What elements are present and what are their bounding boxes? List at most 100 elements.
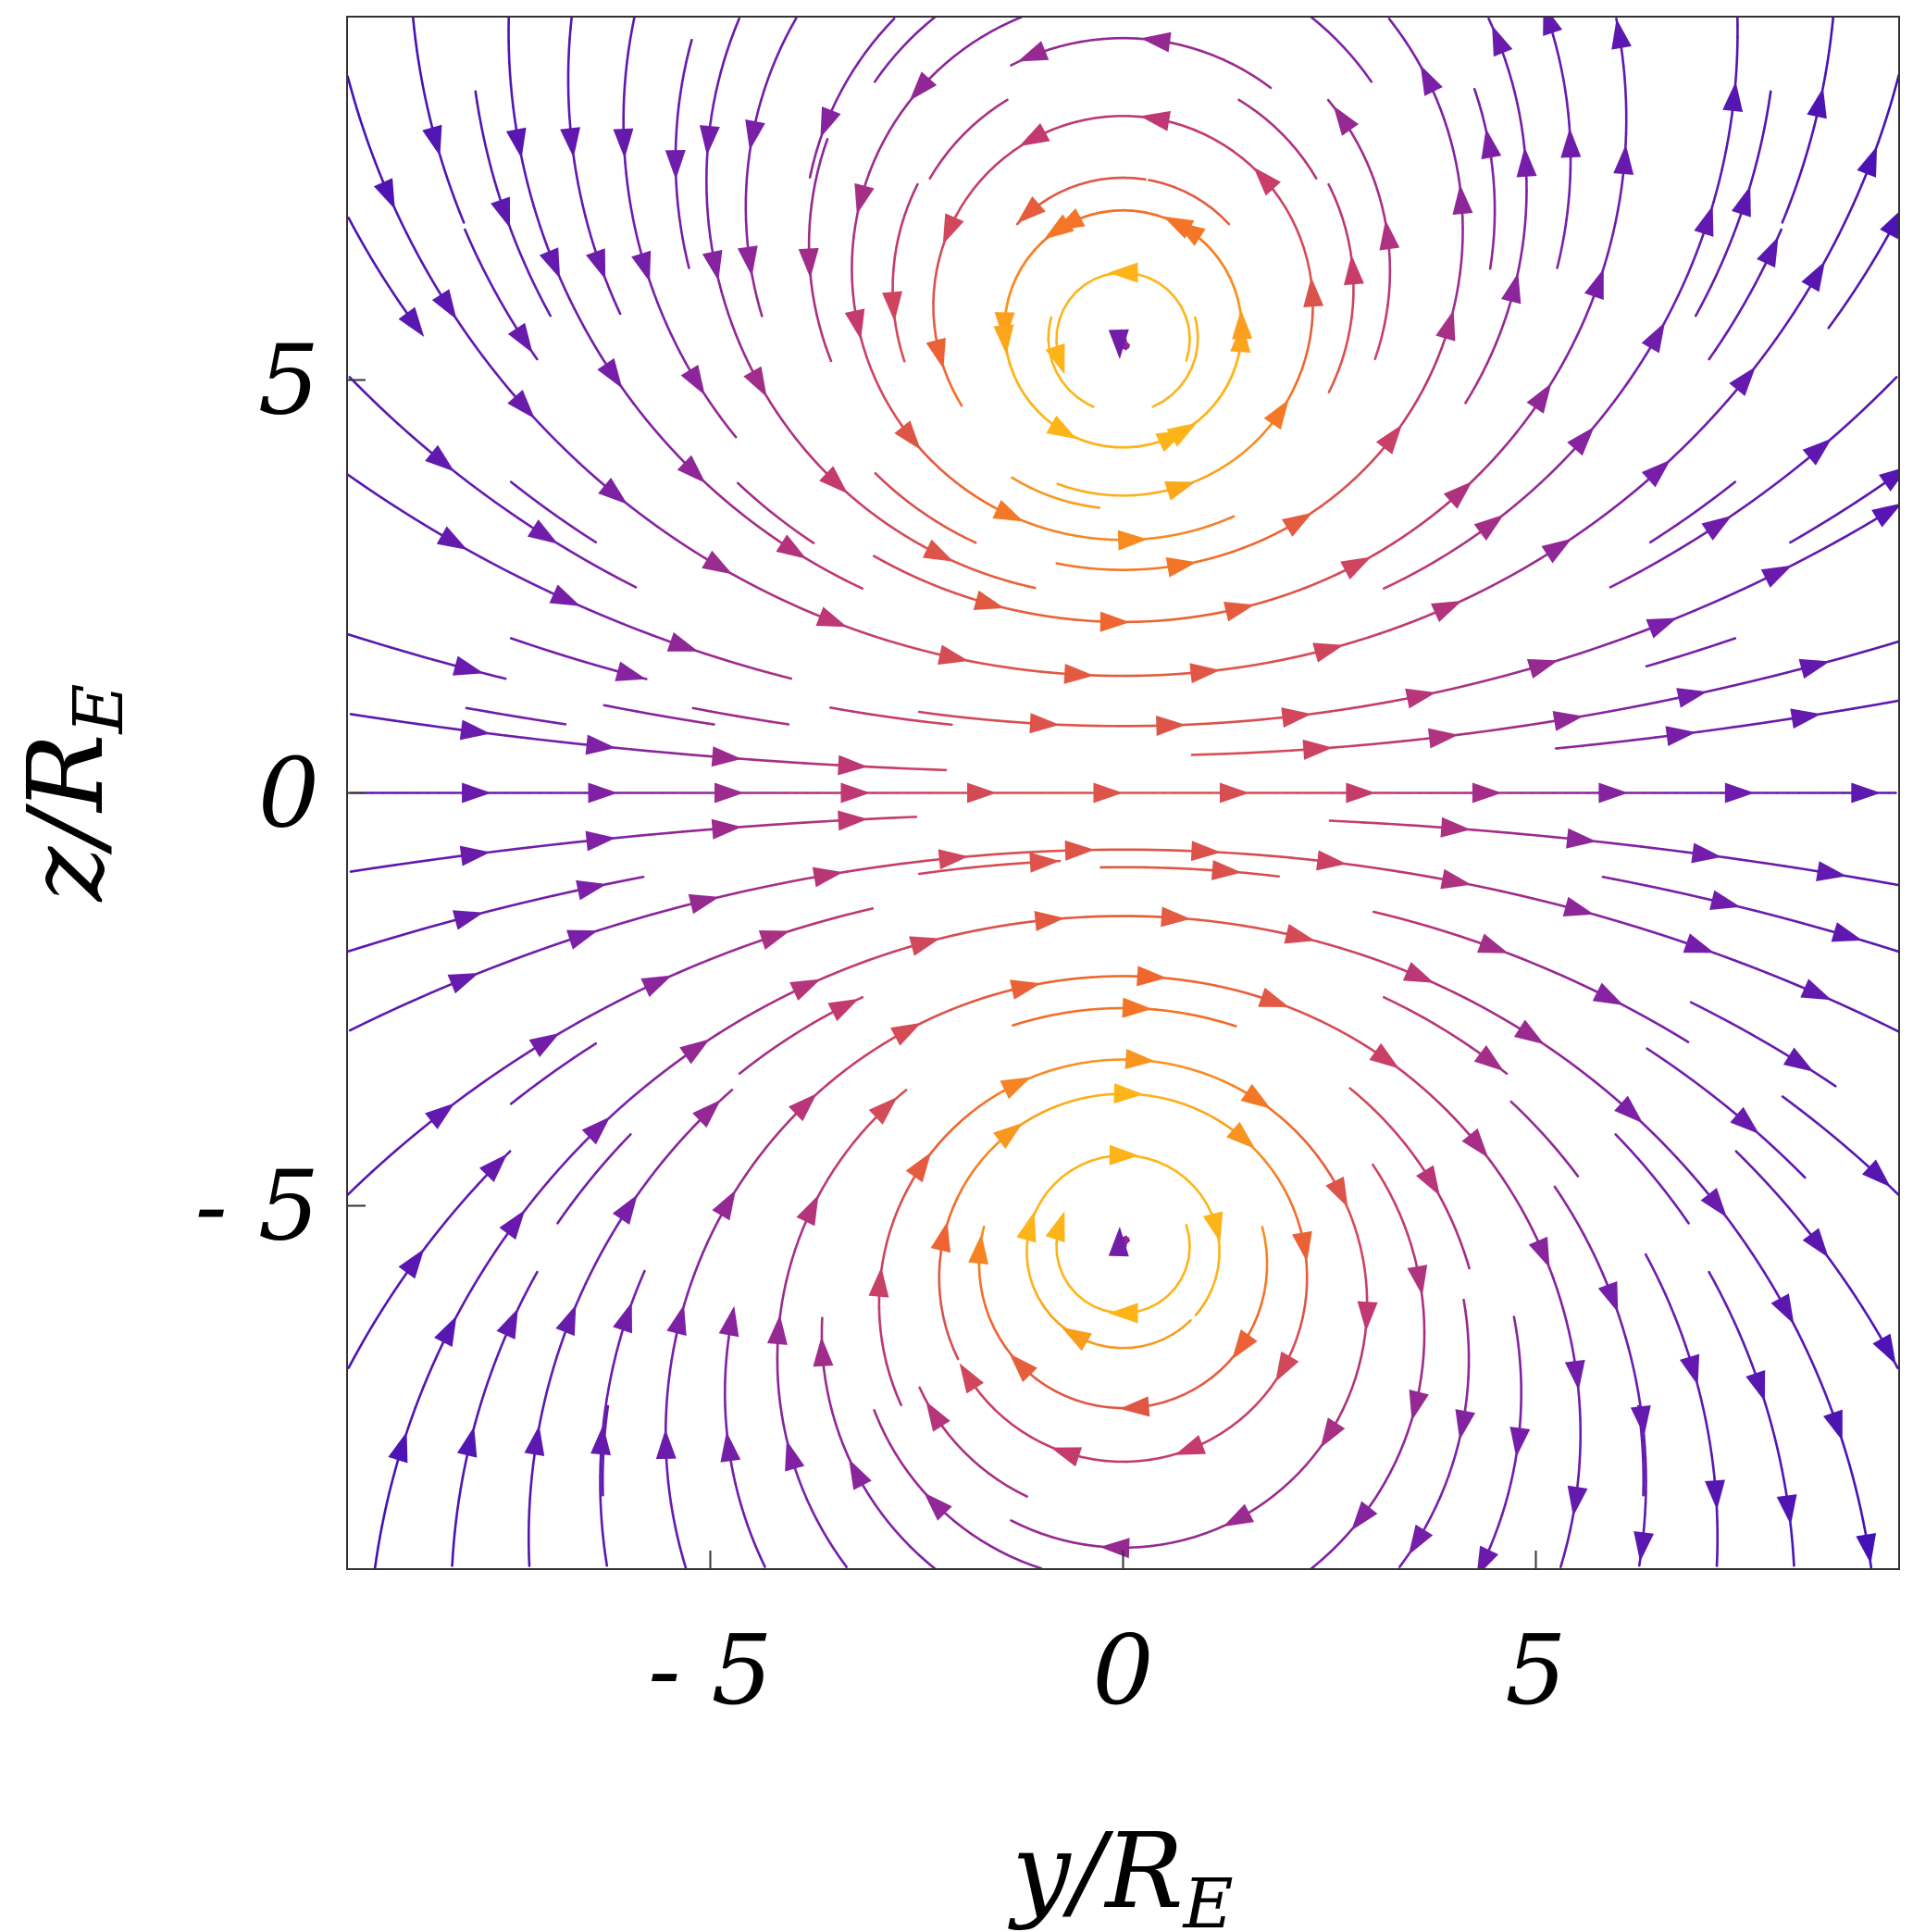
streamline-segment (705, 191, 709, 206)
streamline-segment (1564, 211, 1569, 226)
streamline-segment (1292, 1206, 1299, 1220)
streamline-segment (1639, 927, 1653, 933)
streamline-segment (938, 246, 944, 261)
streamline-segment (1094, 115, 1108, 119)
streamline-segment (1708, 1442, 1713, 1456)
streamline-segment (1256, 1303, 1263, 1316)
streamline-arrow (1108, 1226, 1129, 1257)
streamline-segment (1501, 1178, 1511, 1190)
streamline-segment (917, 719, 931, 724)
streamline-segment (481, 355, 491, 367)
streamline-segment (1148, 1456, 1161, 1462)
streamline-segment (1037, 196, 1050, 206)
streamline-segment (1301, 1305, 1307, 1319)
streamline-segment (616, 879, 630, 883)
streamline-segment (935, 257, 941, 271)
streamline-arrow (597, 357, 623, 389)
streamline-segment (1357, 742, 1372, 747)
streamline-segment (1722, 146, 1728, 160)
streamline-segment (1004, 666, 1018, 670)
streamline-arrow (1871, 504, 1899, 528)
streamline-segment (578, 1015, 590, 1024)
streamline-segment (1721, 482, 1733, 492)
streamline-segment (1515, 421, 1525, 433)
streamline-segment (1217, 256, 1226, 269)
streamline-segment (1578, 1452, 1582, 1466)
streamline-segment (1008, 921, 1022, 927)
streamline-segment (1312, 1558, 1323, 1568)
streamline-segment (387, 283, 396, 296)
streamline-segment (507, 902, 522, 908)
streamline-segment (1165, 1009, 1180, 1014)
streamline-segment (1614, 1133, 1625, 1144)
streamline-arrow (1822, 1409, 1843, 1441)
streamline-segment (1157, 1295, 1169, 1304)
streamline-segment (545, 507, 557, 517)
streamline-segment (599, 1452, 602, 1467)
streamline-segment (946, 474, 958, 484)
streamline-segment (882, 560, 895, 568)
streamline-segment (1017, 861, 1032, 865)
streamline-arrow (712, 1190, 737, 1221)
streamline-segment (1129, 1344, 1144, 1350)
streamline-segment (392, 293, 402, 305)
streamline-segment (1820, 710, 1833, 716)
streamline-segment (1877, 1020, 1891, 1028)
streamline-segment (1595, 840, 1609, 844)
streamline-segment (770, 822, 784, 827)
streamline-arrow (1017, 41, 1050, 62)
streamline-segment (1396, 1133, 1407, 1145)
streamline-segment (509, 714, 523, 719)
streamline-segment (1517, 256, 1522, 270)
streamline-segment (1421, 1353, 1425, 1368)
streamline-segment (1184, 1177, 1196, 1188)
streamline-segment (671, 1513, 677, 1527)
streamline-segment (1422, 1309, 1426, 1323)
streamline-segment (1794, 556, 1807, 566)
streamline-segment (1509, 1470, 1515, 1485)
streamline-arrow (1614, 1095, 1644, 1124)
streamline-segment (917, 22, 928, 33)
streamline-segment (400, 930, 414, 937)
streamline-segment (554, 514, 566, 523)
streamline-segment (1497, 1514, 1504, 1527)
streamline-segment (375, 1545, 379, 1560)
streamline-segment (821, 335, 827, 349)
streamline-segment (1447, 1464, 1454, 1477)
streamline-segment (1422, 1342, 1426, 1357)
streamline-segment (640, 1178, 651, 1190)
streamline-segment (1263, 1494, 1275, 1504)
streamline-arrow (1226, 1121, 1256, 1150)
streamline-segment (1684, 1218, 1690, 1225)
streamline-segment (769, 402, 778, 415)
streamline-segment (1577, 1223, 1585, 1236)
streamline-segment (779, 36, 788, 49)
streamline-arrow (1161, 906, 1191, 928)
streamline-segment (1754, 909, 1768, 916)
streamline-segment (1025, 249, 1036, 261)
streamline-segment (668, 1490, 673, 1505)
streamline-segment (1311, 1446, 1322, 1458)
streamline-segment (889, 862, 904, 866)
streamline-arrow (452, 910, 484, 930)
streamline-segment (703, 652, 717, 659)
streamline-segment (1446, 129, 1452, 143)
streamline-segment (1823, 1390, 1831, 1404)
streamline-segment (1350, 1377, 1357, 1390)
streamline-segment (739, 942, 753, 949)
streamline-segment (1682, 274, 1689, 287)
streamline-segment (1708, 1092, 1721, 1103)
streamline-segment (1034, 850, 1049, 854)
streamline-segment (1200, 1437, 1213, 1446)
streamline-segment (901, 37, 913, 49)
streamline-segment (692, 754, 706, 757)
streamline-segment (1402, 1222, 1410, 1236)
streamline-segment (575, 170, 579, 185)
streamline-segment (893, 111, 902, 124)
streamline-segment (1483, 1006, 1496, 1015)
streamline-segment (1569, 1518, 1574, 1533)
streamline-arrow (766, 1315, 788, 1345)
streamline-segment (1718, 1290, 1726, 1303)
streamline-segment (1539, 474, 1550, 485)
streamline-segment (892, 1208, 900, 1222)
